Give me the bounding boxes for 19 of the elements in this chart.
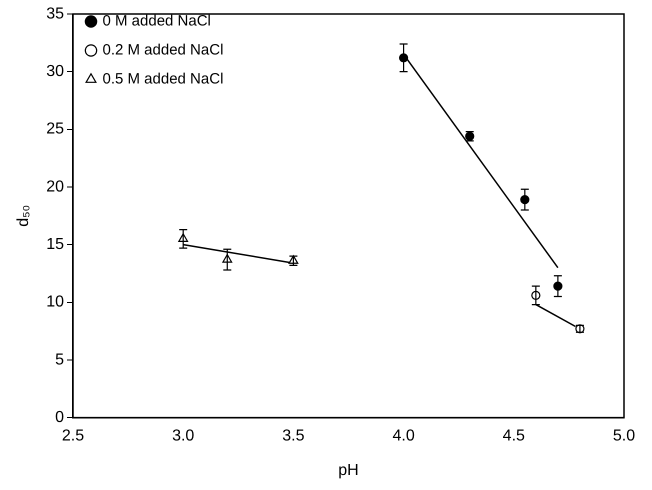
y-axis-title: d₅₀: [15, 204, 32, 227]
y-tick-label: 20: [46, 178, 64, 196]
legend-label: 0.2 M added NaCl: [102, 42, 224, 59]
legend-label: 0.5 M added NaCl: [102, 70, 224, 88]
y-tick-label: 10: [46, 294, 64, 311]
y-tick-label: 35: [46, 5, 64, 22]
x-tick-label: 5.0: [612, 428, 636, 445]
x-tick-label: 4.5: [502, 428, 526, 445]
legend-label: 0 M added NaCl: [102, 12, 211, 30]
y-tick-label: 25: [46, 120, 64, 138]
y-tick-label: 0: [55, 409, 64, 426]
x-axis-title: pH: [338, 462, 359, 479]
x-tick-label: 2.5: [62, 428, 84, 445]
x-tick-label: 3.5: [282, 428, 305, 445]
x-tick-label: 4.0: [392, 428, 415, 445]
y-tick-label: 30: [46, 63, 64, 80]
y-tick-label: 15: [46, 236, 64, 254]
y-tick-label: 5: [55, 351, 64, 368]
x-tick-label: 3.0: [172, 428, 194, 445]
